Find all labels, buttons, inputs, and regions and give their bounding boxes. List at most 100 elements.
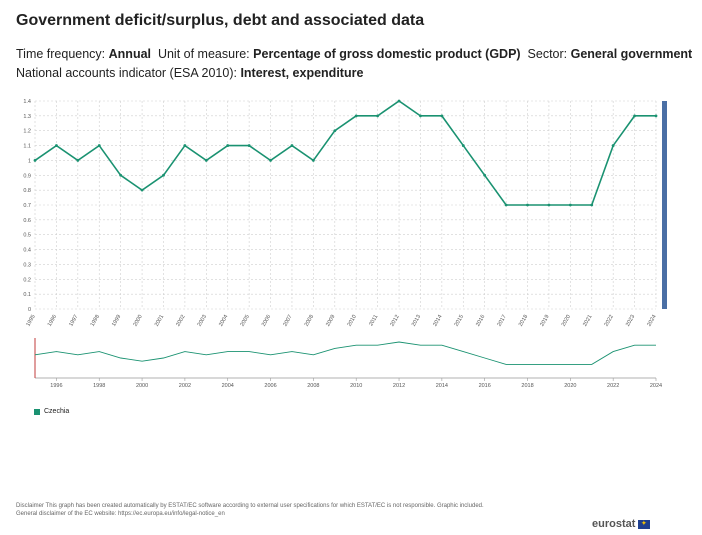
x-tick-label: 2009 <box>325 314 336 328</box>
x-tick-label: 2016 <box>475 314 486 328</box>
legend-swatch <box>34 408 40 415</box>
logo-text: eurostat <box>592 518 636 530</box>
x-tick-label: 1998 <box>90 314 101 328</box>
x-tick-label: 2018 <box>518 314 529 328</box>
y-tick-label: 1.1 <box>23 144 31 150</box>
legend[interactable]: Czechia <box>34 408 69 415</box>
x-tick-label: 2008 <box>304 314 315 328</box>
sector-label: Sector: <box>527 47 568 61</box>
data-point <box>547 203 551 207</box>
data-point <box>611 144 615 147</box>
data-point <box>76 159 80 162</box>
y-tick-label: 0.3 <box>23 262 31 268</box>
data-point <box>354 114 358 118</box>
y-tick-label: 0 <box>28 307 31 313</box>
data-point <box>504 203 508 207</box>
y-tick-label: 0.2 <box>23 277 31 283</box>
data-point <box>140 188 144 192</box>
unit-value: Percentage of gross domestic product (GD… <box>253 47 521 61</box>
navigator-tick-label: 2000 <box>136 383 148 389</box>
data-point <box>590 203 594 207</box>
eurostat-logo: eurostat <box>592 518 651 530</box>
data-point <box>440 114 444 118</box>
navigator-tick-label: 2024 <box>650 383 662 389</box>
navigator-tick-label: 2022 <box>607 383 619 389</box>
navigator-tick-label: 2008 <box>307 383 319 389</box>
x-tick-label: 2004 <box>218 314 229 328</box>
x-tick-label: 2003 <box>197 314 208 328</box>
navigator-tick-label: 1998 <box>93 383 105 389</box>
x-tick-label: 2012 <box>389 314 400 328</box>
chart-title: Government deficit/surplus, debt and ass… <box>16 12 425 29</box>
data-point <box>633 114 636 118</box>
disclaimer-line-1: Disclaimer This graph has been created a… <box>16 503 484 509</box>
x-tick-label: 2015 <box>454 314 465 328</box>
navigator-tick-label: 2004 <box>222 383 234 389</box>
x-tick-label: 1997 <box>68 314 79 328</box>
sector-value: General government <box>570 47 693 61</box>
data-point <box>55 144 58 147</box>
data-point <box>397 99 401 103</box>
data-point <box>311 159 315 162</box>
x-tick-label: 1995 <box>25 314 36 328</box>
disclaimer: Disclaimer This graph has been created a… <box>16 502 484 518</box>
data-point <box>183 144 187 147</box>
series-line-czechia <box>34 100 656 206</box>
y-tick-label: 1.3 <box>23 114 31 120</box>
data-point <box>204 159 208 162</box>
x-tick-label: 2020 <box>561 314 572 328</box>
freq-label: Time frequency: <box>16 47 106 61</box>
data-point <box>290 144 294 147</box>
data-point <box>226 144 230 147</box>
x-tick-label: 2014 <box>432 314 443 328</box>
x-tick-label: 2011 <box>368 314 379 327</box>
y-tick-label: 0.9 <box>23 173 31 179</box>
x-tick-label: 2023 <box>625 314 636 328</box>
navigator-series-line <box>34 341 656 365</box>
y-tick-label: 0.8 <box>23 188 31 194</box>
y-tick-label: 0.7 <box>23 203 31 209</box>
meta-line-1: Time frequency: Annual Unit of measure: … <box>16 47 692 61</box>
meta-line-2: National accounts indicator (ESA 2010): … <box>16 66 363 80</box>
y-tick-label: 1 <box>28 158 31 164</box>
y-tick-label: 0.4 <box>23 248 31 254</box>
navigator-tick-label: 1996 <box>50 383 62 389</box>
navigator-tick-label: 2016 <box>479 383 491 389</box>
data-point <box>526 203 529 207</box>
legend-label: Czechia <box>44 408 70 415</box>
navigator-tick-label: 2018 <box>521 383 533 389</box>
data-point <box>483 173 487 177</box>
x-tick-label: 1999 <box>111 314 122 328</box>
navigator-tick-label: 2014 <box>436 383 448 389</box>
x-tick-label: 2013 <box>411 314 422 328</box>
y-tick-label: 1.4 <box>23 99 31 105</box>
indicator-value: Interest, expenditure <box>240 66 364 80</box>
x-tick-label: 2021 <box>582 314 593 328</box>
y-tick-label: 0.6 <box>23 218 31 224</box>
x-tick-label: 2010 <box>347 314 358 328</box>
data-point <box>97 144 101 147</box>
vertical-scrollbar[interactable] <box>662 101 667 309</box>
y-tick-label: 0.1 <box>23 292 31 298</box>
x-tick-label: 1996 <box>47 314 58 328</box>
data-point <box>419 114 422 118</box>
x-tick-label: 2007 <box>282 314 293 328</box>
data-point <box>119 173 123 177</box>
data-point <box>568 203 572 207</box>
unit-label: Unit of measure: <box>157 47 250 61</box>
data-point <box>33 159 37 162</box>
data-point <box>247 144 251 147</box>
data-point <box>376 114 380 118</box>
data-point <box>333 129 337 133</box>
x-tick-label: 2017 <box>497 314 508 328</box>
navigator-tick-label: 2020 <box>564 383 576 389</box>
x-tick-label: 2024 <box>646 314 657 328</box>
x-tick-label: 2002 <box>175 314 186 328</box>
navigator-tick-label: 2002 <box>179 383 191 389</box>
x-tick-label: 2019 <box>539 314 550 328</box>
navigator-tick-label: 2012 <box>393 383 405 389</box>
x-tick-label: 2000 <box>132 314 143 328</box>
navigator-tick-label: 2010 <box>350 383 362 389</box>
x-tick-label: 2006 <box>261 314 272 328</box>
x-tick-label: 2001 <box>154 314 165 328</box>
